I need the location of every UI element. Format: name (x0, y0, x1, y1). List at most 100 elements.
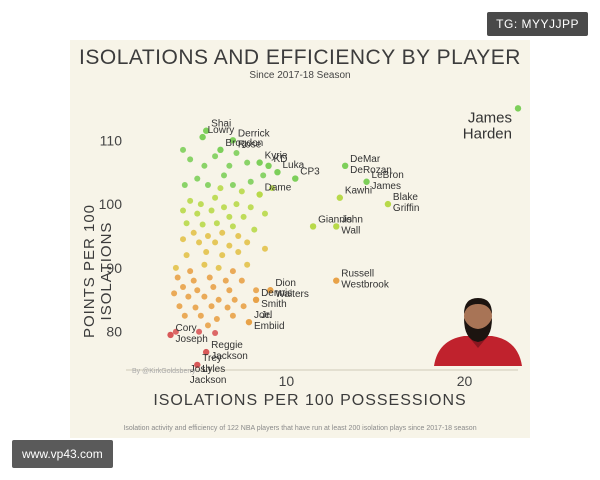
labeled-data-point (384, 200, 392, 208)
point-label: Dame (265, 183, 292, 194)
chart-card: 10 20 80 90 100 110 Shai Derrick Rose Lowry Brogd… (70, 40, 530, 438)
data-point (180, 284, 187, 291)
labeled-data-point (202, 348, 210, 356)
data-point (172, 264, 179, 271)
data-point (196, 328, 203, 335)
labeled-data-point (274, 168, 281, 176)
point-label: Russell (341, 269, 374, 280)
data-point (215, 264, 222, 271)
data-point (181, 312, 188, 319)
data-point (253, 287, 260, 294)
y-tick-label: 100 (99, 196, 123, 212)
labeled-data-point (333, 223, 340, 230)
data-point (251, 226, 258, 233)
data-point (196, 239, 203, 246)
data-point (180, 207, 187, 214)
data-point (201, 293, 208, 300)
point-label: Dennis (261, 288, 292, 299)
labeled-data-point (202, 127, 210, 134)
point-label: James (468, 109, 512, 126)
chart-footnote: Isolation activity and efficiency of 122… (123, 425, 477, 432)
data-point (204, 181, 211, 188)
point-label: Wall (341, 225, 360, 236)
data-point (247, 178, 254, 185)
labeled-data-point (336, 194, 344, 201)
data-point (203, 248, 210, 255)
data-point (247, 204, 254, 211)
point-label: Harden (463, 125, 512, 142)
point-label: CP3 (300, 167, 320, 178)
labeled-data-point (341, 162, 349, 170)
labeled-data-point (194, 361, 201, 369)
data-point (229, 223, 236, 230)
watermark-top: TG: MYYJJPP (487, 12, 588, 36)
labeled-data-point (199, 133, 206, 141)
data-point (260, 172, 267, 179)
data-point (197, 201, 204, 208)
data-point (269, 185, 276, 192)
data-point (240, 213, 247, 220)
point-label: Joseph (176, 334, 208, 345)
y-tick-label: 90 (106, 260, 122, 276)
data-point (181, 181, 188, 188)
x-tick-label: 20 (457, 373, 473, 389)
point-label: Cory (176, 323, 197, 334)
data-point (235, 248, 242, 255)
data-point (199, 221, 206, 228)
data-point (190, 229, 197, 236)
point-label: Jackson (211, 351, 248, 362)
point-label: KD (274, 154, 288, 165)
point-label: Reggie (211, 340, 243, 351)
y-axis-label: POINTS PER 100 ISOLATIONS (81, 203, 115, 339)
labeled-data-point (265, 162, 272, 170)
data-point (180, 236, 187, 243)
data-point (233, 150, 240, 157)
data-point (190, 277, 197, 284)
chart-credit: By @KirkGoldsberry (132, 368, 196, 375)
data-point (231, 296, 238, 303)
point-label: Lyles (202, 364, 225, 375)
point-label: Smith (261, 299, 287, 310)
labeled-data-point (245, 318, 253, 326)
labeled-data-point (292, 175, 299, 182)
labeled-data-point (309, 223, 317, 230)
point-label: Dion (275, 278, 296, 289)
point-label: Derrick (238, 128, 271, 139)
data-point (204, 233, 211, 239)
data-point (213, 220, 220, 227)
labeled-data-point (267, 287, 274, 294)
point-label: James (372, 181, 401, 192)
data-point (229, 181, 236, 188)
y-tick-label: 80 (106, 324, 122, 340)
data-point (180, 146, 187, 153)
data-point (244, 239, 251, 246)
data-point (210, 284, 217, 291)
data-point (187, 197, 194, 204)
data-point (201, 162, 208, 169)
data-point (224, 304, 231, 311)
chart-title: ISOLATIONS AND EFFICIENCY BY PLAYER (79, 46, 521, 69)
data-point (235, 233, 242, 239)
chart-subtitle: Since 2017-18 Season (249, 70, 351, 81)
data-point (219, 229, 226, 236)
data-point (197, 312, 204, 319)
data-point (226, 242, 233, 249)
data-point (171, 290, 178, 297)
labeled-data-point (167, 331, 174, 339)
data-point (208, 207, 215, 214)
point-label: Westbrook (341, 280, 390, 291)
data-point (238, 188, 245, 195)
labeled-data-point (252, 296, 260, 304)
watermark-bottom: www.vp43.com (12, 440, 113, 468)
data-point (192, 304, 199, 311)
labeled-data-point (229, 137, 237, 144)
point-label: Kawhi (345, 186, 372, 197)
point-label: Luka (282, 160, 304, 171)
data-point (174, 274, 181, 281)
data-point (215, 296, 222, 303)
point-label: DeMar (350, 154, 381, 165)
data-point (213, 315, 220, 322)
data-point (187, 268, 194, 275)
data-point (240, 303, 247, 310)
data-point (238, 277, 245, 284)
